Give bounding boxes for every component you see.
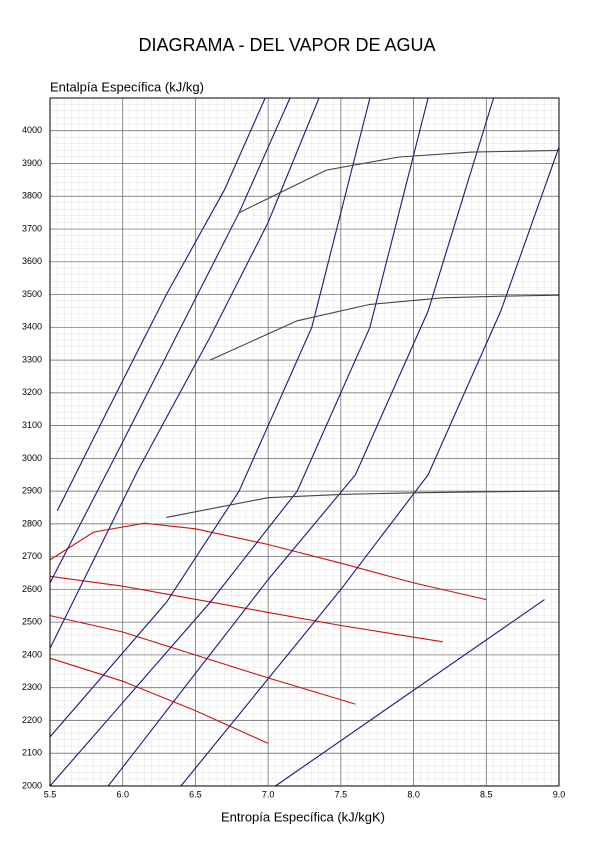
y-tick-label: 3700 xyxy=(22,223,42,233)
y-axis-label: Entalpía Específica (kJ/kg) xyxy=(50,79,204,94)
y-tick-label: 3900 xyxy=(22,158,42,168)
curve xyxy=(49,522,487,601)
x-tick-label: 8.5 xyxy=(480,789,493,799)
y-tick-label: 2500 xyxy=(22,617,42,627)
y-tick-label: 2200 xyxy=(22,715,42,725)
y-tick-label: 4000 xyxy=(22,125,42,135)
curve xyxy=(166,490,560,518)
plot-frame xyxy=(49,97,560,787)
x-tick-label: 8.0 xyxy=(407,789,420,799)
y-tick-label: 3000 xyxy=(22,453,42,463)
curve xyxy=(49,657,269,744)
curve xyxy=(275,599,545,787)
curve xyxy=(238,149,560,214)
y-tick-label: 3400 xyxy=(22,322,42,332)
y-tick-label: 2300 xyxy=(22,682,42,692)
x-tick-label: 6.5 xyxy=(189,789,202,799)
x-tick-label: 9.0 xyxy=(553,789,566,799)
curve xyxy=(49,615,356,705)
y-tick-label: 3100 xyxy=(22,420,42,430)
curve xyxy=(49,97,371,738)
y-tick-label: 3800 xyxy=(22,191,42,201)
curve xyxy=(49,97,429,787)
y-tick-label: 2600 xyxy=(22,584,42,594)
y-tick-label: 3500 xyxy=(22,289,42,299)
curve xyxy=(209,294,560,361)
y-tick-label: 2900 xyxy=(22,486,42,496)
y-tick-label: 2700 xyxy=(22,551,42,561)
y-tick-label: 3300 xyxy=(22,354,42,364)
x-tick-label: 5.5 xyxy=(44,789,57,799)
curve xyxy=(49,97,291,584)
minor-grid xyxy=(50,98,559,786)
y-tick-label: 2400 xyxy=(22,649,42,659)
curve xyxy=(180,146,560,787)
curve xyxy=(107,97,495,787)
x-tick-label: 7.5 xyxy=(335,789,348,799)
y-tick-label: 3200 xyxy=(22,387,42,397)
curve xyxy=(49,97,320,649)
curve xyxy=(56,97,266,512)
chart-title: DIAGRAMA - DEL VAPOR DE AGUA xyxy=(138,35,435,55)
y-tick-label: 2800 xyxy=(22,518,42,528)
x-axis-label: Entropía Específica (kJ/kgK) xyxy=(221,809,385,824)
x-tick-label: 7.0 xyxy=(262,789,275,799)
x-tick-label: 6.0 xyxy=(116,789,129,799)
curve xyxy=(49,575,443,643)
y-tick-label: 2100 xyxy=(22,748,42,758)
y-tick-label: 2000 xyxy=(22,780,42,790)
y-tick-label: 3600 xyxy=(22,256,42,266)
